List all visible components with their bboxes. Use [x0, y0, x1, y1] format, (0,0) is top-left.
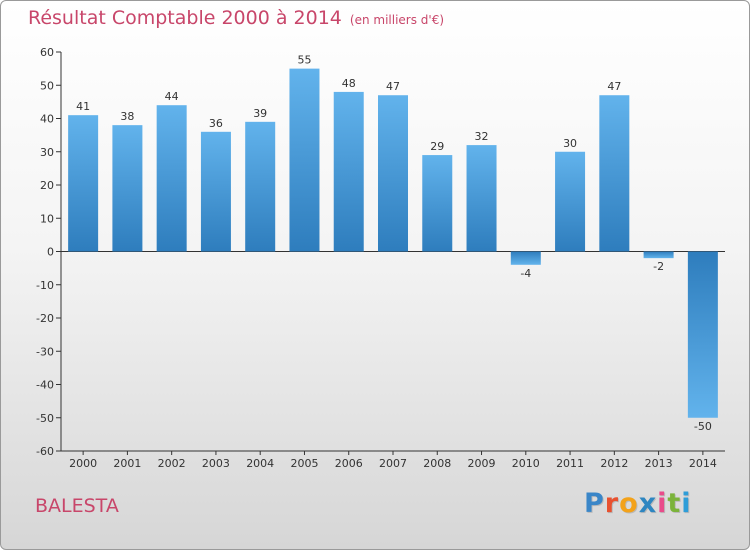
bar [333, 91, 364, 252]
logo-letter: t [667, 488, 682, 519]
data-label: 39 [253, 107, 267, 120]
value-labels: 41 38 44 36 39 55 48 47 29 32 -4 30 47 -2 -50 [76, 54, 712, 433]
bar [378, 95, 408, 252]
y-tick-label: -30 [36, 345, 54, 358]
data-label: 32 [475, 130, 489, 143]
data-label: 48 [342, 77, 356, 90]
y-tick-label: 30 [40, 146, 54, 159]
x-tick-label: 2000 [69, 457, 97, 470]
x-tick-label: 2003 [202, 457, 230, 470]
bar [687, 251, 718, 418]
y-tick-label: 50 [40, 79, 54, 92]
bar [68, 115, 99, 252]
y-tick-label: -50 [36, 412, 54, 425]
bar [289, 68, 320, 252]
x-tick-label: 2007 [379, 457, 407, 470]
x-tick-label: 2006 [335, 457, 363, 470]
x-tick-label: 2005 [290, 457, 318, 470]
y-tick-label: -60 [36, 445, 54, 458]
bars [68, 68, 718, 418]
y-tick-label: 10 [40, 212, 54, 225]
data-label: 41 [76, 100, 90, 113]
logo-letter: x [638, 488, 658, 519]
chart-subtitle: (en milliers d'€) [349, 13, 445, 27]
bar [422, 155, 453, 252]
x-tick-label: 2014 [689, 457, 717, 470]
bar [156, 105, 187, 252]
x-tick-label: 2008 [423, 457, 451, 470]
bar [643, 251, 674, 259]
logo-letter: i [657, 488, 668, 519]
logo-letter: r [604, 488, 620, 519]
data-label: -50 [694, 420, 712, 433]
data-label: 36 [209, 117, 223, 130]
bar [200, 131, 231, 252]
x-tick-label: 2009 [468, 457, 496, 470]
y-tick-label: 20 [40, 179, 54, 192]
bar [112, 125, 143, 252]
x-tick-label: 2001 [113, 457, 141, 470]
bar [510, 251, 541, 265]
bar [599, 95, 630, 252]
chart-title-text: Résultat Comptable 2000 à 2014 [28, 7, 342, 29]
proxiti-logo: Proxiti [584, 488, 692, 519]
data-label: 55 [297, 54, 311, 67]
bar [245, 121, 276, 252]
y-tick-label: -10 [36, 279, 54, 292]
commune-name: BALESTA [35, 495, 119, 517]
x-tick-label: 2013 [645, 457, 673, 470]
y-tick-label: 0 [47, 246, 54, 259]
x-tick-label: 2004 [246, 457, 274, 470]
chart-title: Résultat Comptable 2000 à 2014 (en millie… [28, 7, 444, 29]
data-label: 38 [120, 110, 134, 123]
data-label: -2 [653, 260, 664, 273]
data-label: 47 [607, 80, 621, 93]
data-label: 47 [386, 80, 400, 93]
logo-letter: o [619, 488, 639, 519]
bar [555, 151, 586, 252]
data-label: 30 [563, 137, 577, 150]
data-label: 29 [430, 140, 444, 153]
logo-letter: P [584, 488, 605, 519]
x-tick-label: 2011 [556, 457, 584, 470]
y-tick-label: 40 [40, 113, 54, 126]
bar [466, 145, 497, 252]
data-label: -4 [520, 267, 531, 280]
x-tick-label: 2010 [512, 457, 540, 470]
x-tick-label: 2012 [600, 457, 628, 470]
logo-letter: i [681, 488, 692, 519]
x-tick-label: 2002 [158, 457, 186, 470]
y-tick-label: -40 [36, 379, 54, 392]
y-tick-label: -20 [36, 312, 54, 325]
data-label: 44 [165, 90, 179, 103]
y-tick-label: 60 [40, 46, 54, 59]
